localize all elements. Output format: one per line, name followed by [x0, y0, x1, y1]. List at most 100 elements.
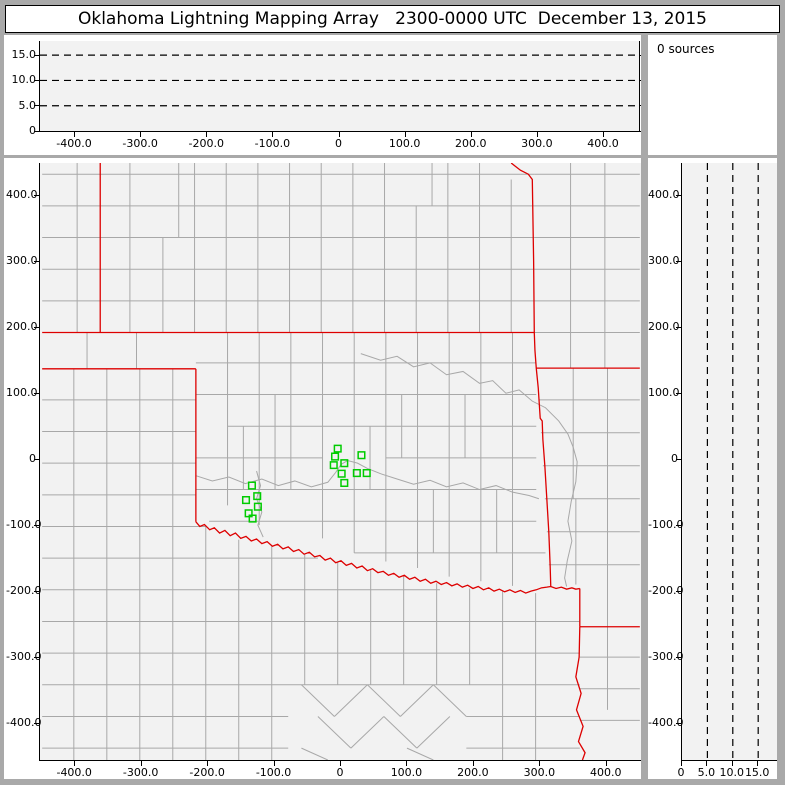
altitude-eastwest-plot-area[interactable]: [39, 41, 640, 132]
ns-axis-tick: [34, 392, 39, 394]
ns-axis-tick: [34, 260, 39, 262]
panel-source-count: 0 sources: [648, 35, 777, 155]
ew-axis-tick: [207, 761, 209, 766]
ns-tick-label: 100.0: [648, 386, 680, 400]
ew-tick-label: 100.0: [390, 766, 423, 779]
ew-axis-tick: [340, 761, 341, 766]
lma-station-marker: [338, 470, 345, 477]
ns-axis-tick: [676, 722, 681, 724]
ew-tick-label: -400.0: [56, 137, 92, 150]
alt-axis-tick: [639, 79, 641, 81]
ns-axis-tick: [676, 326, 681, 328]
lma-station-marker: [363, 470, 370, 477]
ew-axis-tick: [404, 132, 406, 137]
ns-axis-tick: [676, 260, 681, 262]
alt-tick-label: 0: [677, 766, 685, 779]
lma-station-marker: [341, 480, 348, 487]
plan-view-map-area[interactable]: [39, 163, 641, 761]
lma-station-marker: [254, 493, 261, 500]
ns-tick-label: 300.0: [648, 254, 680, 268]
ns-tick-label: 200.0: [648, 320, 680, 334]
ew-axis-tick: [470, 132, 472, 137]
ew-axis-tick: [140, 761, 142, 766]
lma-station-marker: [332, 453, 339, 460]
altitude-northsouth-plot-area[interactable]: [681, 163, 777, 761]
ew-tick-label: -200.0: [189, 766, 225, 779]
ew-tick-label: -300.0: [122, 766, 159, 779]
ns-tick-label: 400.0: [648, 188, 680, 202]
ew-tick-label: -100.0: [254, 137, 291, 150]
altitude-northsouth-gridlines: [706, 163, 759, 760]
alt-tick-label: 0: [29, 124, 36, 137]
ns-axis-tick: [34, 458, 39, 460]
ns-axis-tick: [34, 194, 39, 196]
ns-tick-label: -200.0: [6, 584, 42, 598]
ew-axis-tick: [272, 132, 274, 137]
alt-axis-tick: [639, 54, 641, 56]
ew-tick-label: -400.0: [56, 766, 92, 779]
ns-tick-label: 300.0: [6, 254, 38, 268]
ns-tick-label: -400.0: [6, 716, 42, 730]
ns-tick-label: 0: [29, 452, 36, 466]
ns-tick-label: -100.0: [648, 518, 684, 532]
ew-tick-label: -200.0: [188, 137, 224, 150]
ns-tick-label: -400.0: [648, 716, 684, 730]
ew-tick-label: 400.0: [590, 766, 622, 779]
ns-axis-tick: [34, 326, 39, 328]
alt-tick-label: 5.0: [18, 98, 37, 112]
lma-station-marker: [255, 503, 262, 510]
ns-axis-tick: [34, 656, 39, 658]
ew-axis-tick: [74, 761, 76, 766]
ns-axis-tick: [34, 722, 39, 724]
ew-axis-tick: [74, 132, 76, 137]
ns-tick-label: -300.0: [6, 650, 42, 664]
ns-tick-label: 200.0: [6, 320, 38, 334]
ns-axis-tick: [676, 590, 681, 592]
ew-tick-label: 300.0: [521, 137, 553, 150]
ew-tick-label: 0: [335, 137, 342, 150]
ns-tick-label: 0: [671, 452, 678, 466]
alt-axis-tick: [34, 130, 39, 132]
ns-axis-tick: [676, 458, 681, 460]
alt-tick-label: 15.0: [11, 48, 37, 62]
alt-axis-tick: [681, 761, 682, 766]
ns-axis-tick: [676, 656, 681, 658]
ns-tick-label: -300.0: [648, 650, 684, 664]
ns-tick-label: 400.0: [6, 188, 38, 202]
lma-station-marker: [334, 445, 341, 452]
alt-axis-tick: [34, 79, 39, 81]
lma-station-marker: [249, 482, 256, 489]
alt-tick-label: 10.0: [11, 73, 37, 87]
ew-axis-tick: [140, 132, 142, 137]
ew-tick-label: -300.0: [122, 137, 158, 150]
ew-tick-label: 300.0: [523, 766, 556, 779]
ns-tick-label: -100.0: [6, 518, 42, 532]
alt-axis-tick: [706, 761, 708, 766]
alt-tick-label: 5.0: [697, 766, 716, 779]
ns-axis-tick: [34, 590, 39, 592]
ew-axis-tick: [273, 761, 275, 766]
lma-station-marker: [243, 497, 250, 504]
alt-tick-label: 10.0: [719, 766, 745, 779]
panel-plan-view-map: 400.0 300.0 200.0 100.0 0 -100.0 -200.0 -300.0 -…: [4, 158, 641, 779]
title-bar: Oklahoma Lightning Mapping Array 2300-00…: [5, 5, 780, 33]
lma-station-marker: [249, 515, 256, 522]
ns-axis-tick: [34, 524, 39, 526]
ew-axis-tick: [338, 132, 340, 137]
ew-tick-label: 200.0: [457, 766, 489, 779]
ns-tick-label: -200.0: [648, 584, 684, 598]
lma-station-marker: [354, 470, 361, 477]
ew-axis-tick: [605, 761, 607, 766]
plan-view-map: [40, 163, 641, 760]
ew-tick-label: 100.0: [388, 137, 421, 150]
lma-station-marker: [341, 460, 348, 467]
ew-axis-tick: [536, 132, 538, 137]
alt-axis-tick: [731, 761, 733, 766]
ew-tick-label: 0: [336, 766, 344, 779]
ew-axis-tick: [539, 761, 541, 766]
lma-station-marker: [358, 452, 365, 459]
alt-tick-label: 15.0: [744, 766, 770, 779]
ew-axis-tick: [602, 132, 604, 137]
alt-axis-tick: [757, 761, 759, 766]
ns-axis-tick: [676, 524, 681, 526]
